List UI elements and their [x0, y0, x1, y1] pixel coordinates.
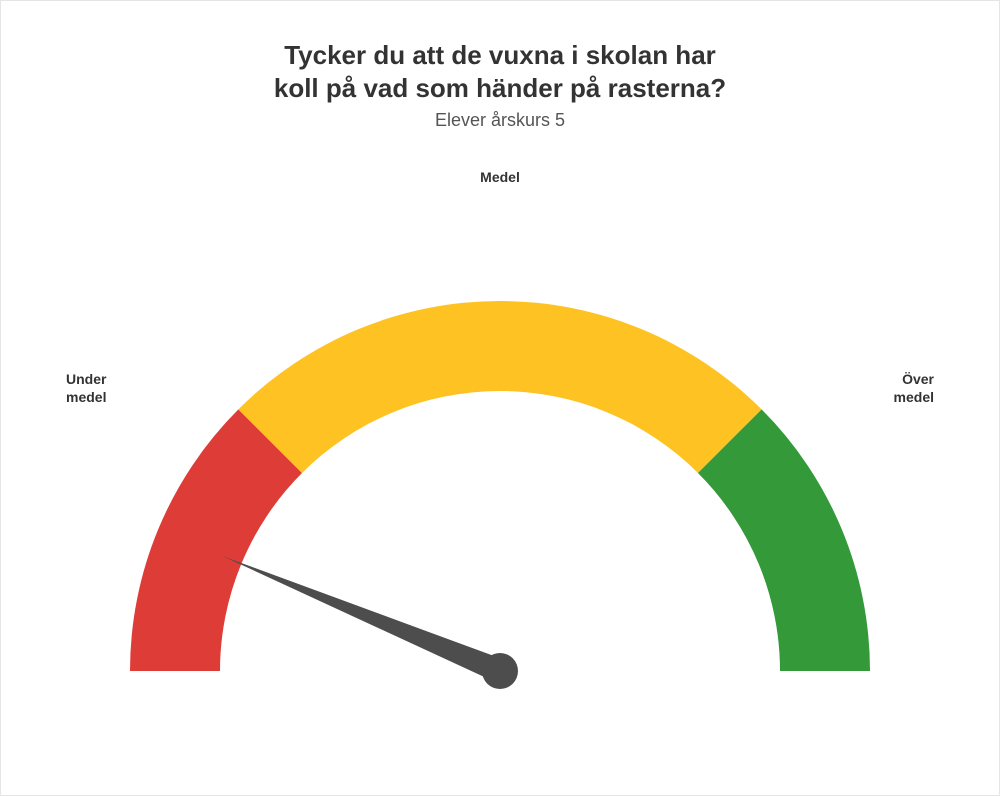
label-under-line1: Under — [66, 371, 106, 387]
gauge-chart: Under medel Medel Över medel — [50, 171, 950, 731]
label-over-line2: medel — [894, 389, 934, 405]
label-under-line2: medel — [66, 389, 106, 405]
gauge-needle — [223, 556, 505, 682]
gauge-svg — [50, 171, 950, 731]
gauge-pivot — [482, 653, 518, 689]
label-medel: Medel — [50, 169, 950, 187]
label-over-medel: Över medel — [894, 371, 934, 406]
gauge-segment — [238, 301, 761, 473]
chart-title: Tycker du att de vuxna i skolan har koll… — [1, 39, 999, 104]
chart-container: Tycker du att de vuxna i skolan har koll… — [0, 0, 1000, 796]
label-over-line1: Över — [902, 371, 934, 387]
title-line-2: koll på vad som händer på rasterna? — [274, 73, 726, 103]
chart-subtitle: Elever årskurs 5 — [1, 110, 999, 131]
title-line-1: Tycker du att de vuxna i skolan har — [284, 40, 716, 70]
label-under-medel: Under medel — [66, 371, 106, 406]
gauge-segment — [698, 409, 870, 671]
title-block: Tycker du att de vuxna i skolan har koll… — [1, 39, 999, 131]
gauge-segment — [130, 409, 302, 671]
